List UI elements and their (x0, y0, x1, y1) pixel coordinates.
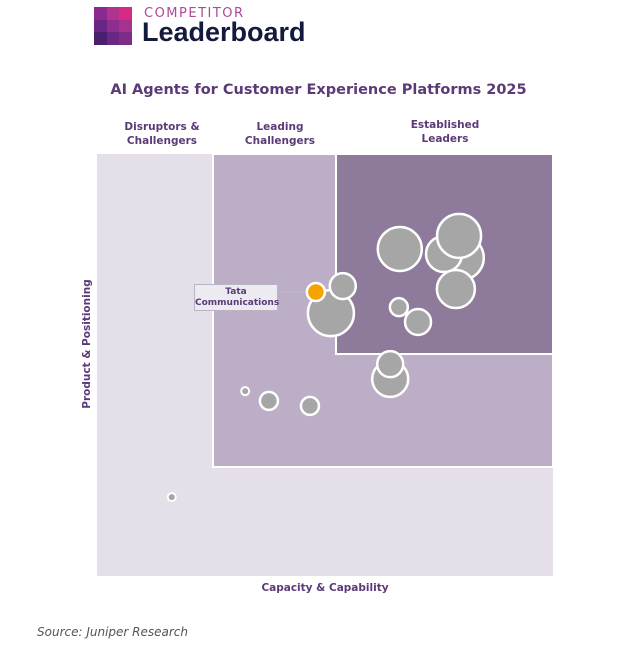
bubble (376, 225, 424, 273)
source-note: Source: Juniper Research (37, 625, 189, 639)
quadrant-label-line: Challengers (126, 135, 198, 147)
logo-tile (94, 19, 107, 33)
bubble (403, 307, 433, 337)
logo-tile (106, 19, 120, 33)
chart-title: AI Agents for Customer Experience Platfo… (110, 82, 527, 98)
bubble (435, 212, 483, 260)
logo-tile (119, 7, 132, 20)
brand-subtitle: COMPETITOR (144, 6, 245, 21)
plot-area (97, 153, 554, 576)
bubble (328, 271, 358, 301)
logo-icon (94, 7, 132, 45)
logo-tile (94, 32, 107, 45)
logo-tile (119, 19, 132, 33)
quadrant-label-line: Leaders (421, 133, 469, 145)
bubble (258, 390, 280, 412)
quadrant-label-line: Leading (256, 121, 304, 133)
logo-tile (106, 7, 120, 20)
bubble (240, 386, 251, 397)
callout-label-line: Tata (225, 287, 247, 297)
quadrant-label-established-leaders: Established Leaders (395, 118, 495, 146)
callout-tata-communications: Tata Communications (194, 284, 280, 311)
quadrant-label-line: Established (410, 119, 480, 131)
quadrant-label-line: Challengers (244, 135, 316, 147)
logo-tile (106, 32, 120, 45)
x-axis-label: Capacity & Capability (261, 582, 389, 594)
quadrant-label-disruptors: Disruptors & Challengers (112, 120, 212, 148)
bubble (299, 395, 321, 417)
brand-title: Leaderboard (142, 17, 306, 47)
bubble-tata-communications (305, 281, 327, 303)
callout-label-line: Communications (195, 298, 280, 308)
quadrant-label-leading-challengers: Leading Challengers (230, 120, 330, 148)
bubble-chart (97, 153, 554, 576)
bubble (388, 296, 410, 318)
quadrant-label-line: Disruptors & (124, 121, 200, 133)
logo-tile (94, 7, 107, 20)
bubble (166, 492, 177, 503)
y-axis-label: Product & Positioning (81, 279, 93, 409)
bubble (375, 349, 405, 379)
logo-tile (119, 32, 132, 45)
bubble (435, 268, 477, 310)
